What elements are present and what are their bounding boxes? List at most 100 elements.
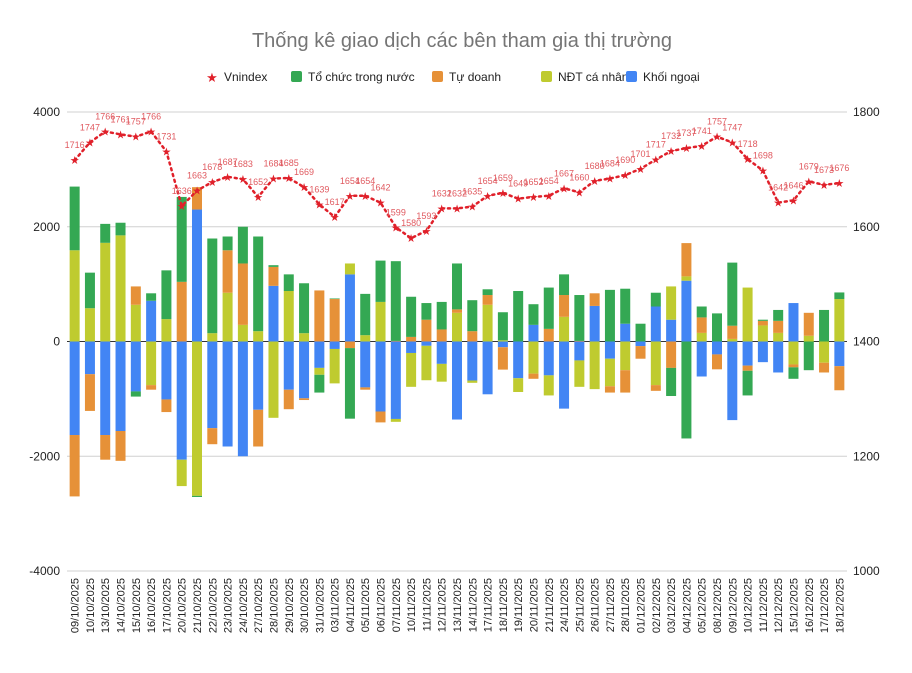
bar-segment — [834, 366, 845, 391]
bar-segment — [360, 341, 371, 388]
bar-segment — [452, 312, 462, 342]
bar-segment — [146, 300, 157, 342]
vnindex-point: ★ — [651, 155, 661, 167]
x-tick-label: 13/11/2025 — [452, 578, 464, 632]
legend-label: NĐT cá nhân — [558, 70, 628, 84]
vnindex-data-label: 1642 — [371, 183, 391, 193]
bar-segment — [268, 265, 279, 267]
left-tick-label: 0 — [53, 335, 60, 349]
bar-segment — [773, 341, 784, 373]
x-tick-label: 22/10/2025 — [207, 578, 219, 633]
bar-segment — [329, 348, 340, 384]
bar-segment — [696, 341, 707, 377]
x-tick-label: 31/10/2025 — [314, 578, 326, 633]
bar-segment — [497, 341, 508, 348]
vnindex-data-label: 1632 — [447, 188, 467, 198]
bar-segment — [100, 242, 111, 342]
bar-segment — [253, 409, 264, 447]
bar-segment — [283, 341, 294, 390]
bar-segment — [757, 319, 768, 321]
x-tick-label: 24/10/2025 — [238, 578, 250, 633]
bar-segment — [681, 341, 692, 439]
bar-segment — [757, 341, 768, 363]
bar-segment — [452, 341, 462, 420]
vnindex-data-label: 1679 — [799, 161, 819, 171]
vnindex-data-label: 1654 — [340, 176, 360, 186]
bar-segment — [130, 304, 141, 342]
bar-segment — [344, 274, 355, 342]
bar-segment — [574, 341, 585, 361]
vnindex-point: ★ — [192, 186, 202, 198]
bar-segment — [222, 292, 233, 342]
bar-segment — [375, 411, 386, 423]
bar-segment — [421, 345, 432, 381]
bar-segment — [192, 187, 202, 210]
bar-segment — [635, 323, 646, 342]
bar-segment — [299, 398, 310, 401]
bar-segment — [299, 341, 310, 399]
bar-segment — [329, 299, 340, 342]
bar-segment — [803, 335, 814, 342]
bar-segment — [268, 341, 279, 418]
bar-segment — [222, 250, 233, 293]
bar-segment — [161, 341, 172, 400]
vnindex-data-label: 1680 — [585, 161, 605, 171]
bar-segment — [69, 250, 80, 342]
bar-segment — [543, 375, 554, 396]
legend-label: Khối ngoại — [643, 70, 700, 84]
x-tick-label: 08/12/2025 — [712, 578, 724, 633]
x-tick-label: 05/11/2025 — [360, 578, 372, 632]
bar-segment — [803, 341, 814, 371]
bar-segment — [344, 263, 355, 275]
bar-segment — [773, 332, 784, 342]
x-tick-label: 01/12/2025 — [636, 578, 648, 633]
vnindex-data-label: 1678 — [202, 162, 222, 172]
vnindex-data-label: 1652 — [248, 177, 268, 187]
bar-segment — [742, 287, 753, 342]
right-tick-label: 1000 — [853, 564, 880, 578]
vnindex-point: ★ — [712, 132, 722, 144]
vnindex-data-label: 1741 — [692, 126, 712, 136]
bar-segment — [635, 346, 646, 359]
vnindex-data-label: 1663 — [187, 171, 207, 181]
bar-segment — [712, 341, 722, 355]
vnindex-point: ★ — [544, 191, 554, 203]
left-tick-label: -2000 — [29, 449, 60, 463]
x-tick-label: 18/12/2025 — [834, 578, 846, 633]
bar-segment — [513, 378, 524, 392]
vnindex-data-label: 1757 — [707, 117, 727, 127]
bar-segment — [130, 391, 141, 397]
bar-segment — [207, 341, 218, 429]
x-tick-label: 12/12/2025 — [773, 578, 785, 633]
vnindex-data-label: 1766 — [141, 112, 161, 122]
vnindex-point: ★ — [253, 192, 263, 204]
bar-segment — [497, 347, 508, 370]
bar-segment — [482, 295, 493, 305]
bar-segment — [559, 274, 570, 296]
bar-segment — [314, 374, 325, 393]
bar-segment — [329, 298, 340, 300]
bar-segment — [513, 291, 524, 342]
legend-label: Tổ chức trong nước — [308, 70, 415, 84]
bar-segment — [589, 341, 600, 390]
bar-segment — [574, 340, 585, 342]
bar-segment — [650, 341, 661, 386]
vnindex-data-label: 1599 — [386, 207, 406, 217]
x-tick-label: 28/11/2025 — [620, 578, 632, 632]
vnindex-point: ★ — [467, 202, 477, 214]
bar-segment — [299, 333, 310, 342]
right-tick-label: 1800 — [853, 105, 880, 119]
left-tick-label: 2000 — [33, 220, 60, 234]
bar-segment — [696, 306, 707, 318]
vnindex-point: ★ — [376, 198, 386, 210]
bar-segment — [390, 261, 401, 341]
x-tick-label: 07/11/2025 — [391, 578, 403, 632]
vnindex-point: ★ — [100, 127, 110, 139]
bar-segment — [834, 341, 845, 367]
x-tick-label: 24/11/2025 — [559, 578, 571, 632]
bar-segment — [329, 341, 340, 349]
x-tick-label: 17/11/2025 — [483, 578, 495, 632]
bar-segment — [344, 348, 355, 419]
